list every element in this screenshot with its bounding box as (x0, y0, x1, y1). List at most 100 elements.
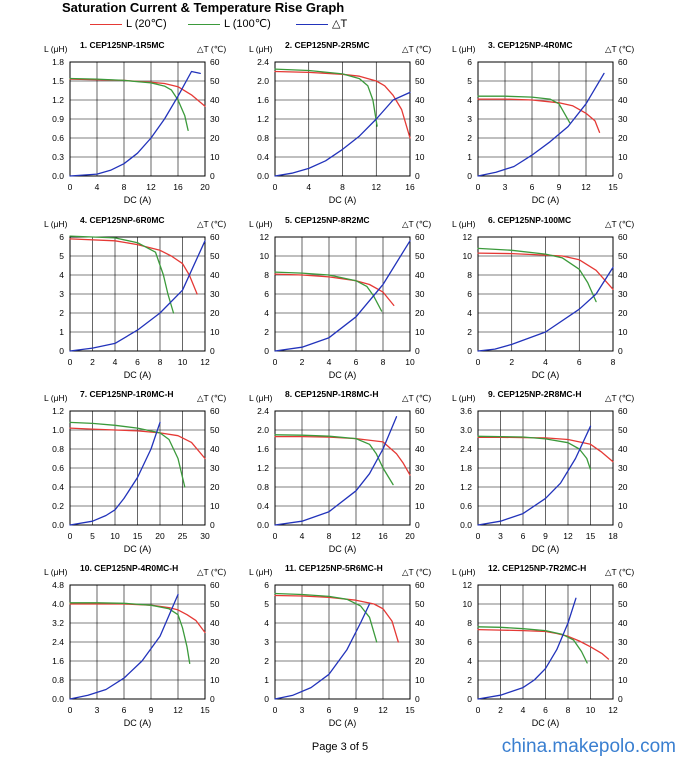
x-tick-label: 5 (90, 531, 95, 541)
y-tick-label: 1 (59, 327, 64, 337)
legend-item-l100: L (100℃) (188, 17, 271, 30)
x-tick-label: 16 (378, 531, 388, 541)
y2-tick-label: 60 (210, 57, 220, 67)
x-tick-label: 0 (476, 705, 481, 715)
y2-tick-label: 30 (210, 463, 220, 473)
chart-title: 6. CEP125NP-100MC (488, 215, 571, 225)
x-tick-label: 12 (581, 182, 591, 192)
plot-frame (477, 236, 614, 352)
y-tick-label: 12 (463, 580, 473, 590)
y2-tick-label: 20 (415, 656, 425, 666)
x-axis-label: DC (A) (532, 370, 560, 380)
x-tick-label: 4 (327, 357, 332, 367)
x-tick-label: 30 (200, 531, 210, 541)
x-axis-label: DC (A) (329, 370, 357, 380)
x-axis-label: DC (A) (329, 544, 357, 554)
series-line-l100 (274, 434, 394, 486)
y2-tick-label: 0 (415, 694, 420, 704)
y2-tick-label: 20 (415, 308, 425, 318)
x-tick-label: 8 (327, 531, 332, 541)
chart-title: 4. CEP125NP-6R0MC (80, 215, 165, 225)
y2-tick-label: 60 (210, 580, 220, 590)
x-axis-label: DC (A) (329, 718, 357, 728)
x-tick-label: 6 (122, 705, 127, 715)
series-line-l20 (477, 436, 614, 463)
x-tick-label: 0 (273, 705, 278, 715)
y-axis-label: L (μH) (249, 567, 273, 577)
y2-axis-label: △T (℃) (402, 44, 431, 54)
y-tick-label: 0.9 (52, 114, 64, 124)
legend-item-l20: L (20℃) (90, 17, 167, 30)
y2-axis-label: △T (℃) (197, 567, 226, 577)
x-tick-label: 12 (608, 705, 618, 715)
y2-tick-label: 0 (210, 171, 215, 181)
y-tick-label: 6 (467, 57, 472, 67)
y-tick-label: 1.5 (52, 76, 64, 86)
x-tick-label: 8 (381, 357, 386, 367)
x-tick-label: 12 (378, 705, 388, 715)
y-axis-label: L (μH) (44, 219, 68, 229)
x-tick-label: 8 (340, 182, 345, 192)
y2-tick-label: 10 (210, 152, 220, 162)
chart-11: 11. CEP125NP-5R6MC-HL (μH) △T (℃)DC (A)01… (249, 563, 431, 728)
x-tick-label: 0 (68, 182, 73, 192)
y-tick-label: 0.6 (52, 133, 64, 143)
y-tick-label: 6 (59, 232, 64, 242)
series-line-dt (69, 593, 179, 700)
plot-frame (274, 410, 411, 526)
y-tick-label: 0.8 (52, 675, 64, 685)
y2-tick-label: 10 (210, 327, 220, 337)
x-tick-label: 12 (351, 531, 361, 541)
chart-9: 9. CEP125NP-2R8MC-H L (μH) △T (℃) DC (A) 0.0… (452, 389, 634, 554)
x-tick-label: 6 (521, 531, 526, 541)
y2-axis-label: △T (℃) (197, 393, 226, 403)
y-tick-label: 8 (264, 270, 269, 280)
x-tick-label: 0 (476, 357, 481, 367)
x-tick-label: 8 (566, 705, 571, 715)
page-number: Page 3 of 5 (311, 741, 369, 753)
y2-tick-label: 20 (618, 133, 628, 143)
x-tick-label: 3 (503, 182, 508, 192)
y2-tick-label: 0 (618, 694, 623, 704)
x-tick-label: 15 (405, 705, 415, 715)
y2-tick-label: 60 (415, 406, 425, 416)
x-tick-label: 16 (173, 182, 183, 192)
chart-title: 11. CEP125NP-5R6MC-H (285, 563, 383, 573)
y-tick-label: 4 (467, 656, 472, 666)
x-axis-label: DC (A) (532, 544, 560, 554)
y2-tick-label: 40 (618, 95, 628, 105)
y-tick-label: 3.2 (52, 618, 64, 628)
y-tick-label: 1.6 (257, 95, 269, 105)
y-axis-label: L (μH) (452, 393, 476, 403)
y2-tick-label: 50 (618, 76, 628, 86)
x-tick-label: 12 (146, 182, 156, 192)
y-tick-label: 0.0 (52, 520, 64, 530)
y2-tick-label: 0 (618, 171, 623, 181)
x-tick-label: 10 (110, 531, 120, 541)
y-tick-label: 0.4 (52, 482, 64, 492)
series-line-l20 (69, 427, 206, 460)
y-tick-label: 12 (260, 232, 270, 242)
y2-tick-label: 0 (210, 520, 215, 530)
legend-swatch-l20 (90, 23, 122, 25)
series-line-dt (69, 240, 206, 352)
y2-tick-label: 20 (415, 482, 425, 492)
x-tick-label: 25 (178, 531, 188, 541)
y2-tick-label: 0 (210, 694, 215, 704)
y2-tick-label: 60 (618, 57, 628, 67)
y-tick-label: 3 (467, 114, 472, 124)
y-tick-label: 2 (264, 327, 269, 337)
legend-label-l100: L (100℃) (224, 18, 271, 30)
y2-tick-label: 60 (415, 232, 425, 242)
y2-tick-label: 20 (618, 482, 628, 492)
y2-tick-label: 60 (415, 580, 425, 590)
chart-5: 5. CEP125NP-8R2MC L (μH) △T (℃) DC (A) 0 2 4 6 8… (249, 215, 431, 380)
y2-tick-label: 0 (415, 171, 420, 181)
y-tick-label: 2 (59, 308, 64, 318)
y2-tick-label: 0 (618, 346, 623, 356)
y2-axis-label: △T (℃) (605, 567, 634, 577)
series-line-l20 (274, 594, 399, 643)
plot-frame (69, 236, 206, 352)
series-line-l100 (477, 626, 588, 664)
